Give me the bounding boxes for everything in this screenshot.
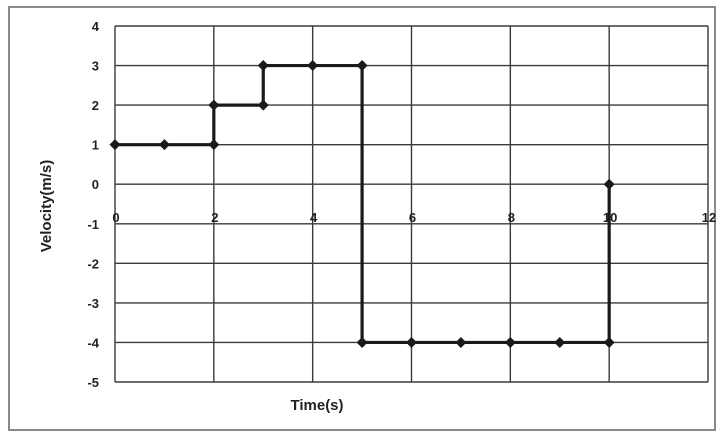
data-point xyxy=(208,139,220,151)
x-tick-label: 2 xyxy=(211,210,218,225)
y-tick-label: 1 xyxy=(92,138,99,153)
y-tick-label: -3 xyxy=(87,296,99,311)
data-point xyxy=(109,139,121,151)
y-tick-label: 0 xyxy=(92,177,99,192)
data-point xyxy=(406,336,417,348)
data-point xyxy=(257,99,269,111)
data-point xyxy=(504,336,516,348)
y-axis-title: Velocity(m/s) xyxy=(38,160,55,253)
series-line-layer xyxy=(115,63,611,345)
data-point-layer xyxy=(109,60,615,348)
chart-frame: 4 3 2 1 0 -1 -2 -3 -4 -5 0 2 4 6 8 10 12 Time(s) Velocit… xyxy=(8,6,716,431)
data-point xyxy=(356,60,368,72)
x-tick-label: 0 xyxy=(112,210,119,225)
y-tick-label: -4 xyxy=(87,335,99,350)
data-point xyxy=(554,336,566,348)
x-tick-label: 8 xyxy=(508,210,515,225)
data-point xyxy=(603,178,615,190)
data-point xyxy=(603,336,615,348)
x-tick-label: 12 xyxy=(702,210,716,225)
y-tick-label: -5 xyxy=(87,375,99,390)
x-tick-label: 6 xyxy=(409,210,416,225)
y-tick-label: 2 xyxy=(92,98,99,113)
data-point xyxy=(257,60,269,72)
grid-lines xyxy=(114,25,709,383)
data-point xyxy=(455,336,467,348)
x-tick-label: 4 xyxy=(310,210,318,225)
y-tick-label: 4 xyxy=(92,19,100,34)
data-point xyxy=(158,139,170,151)
x-axis-title: Time(s) xyxy=(290,397,343,414)
y-tick-label: 3 xyxy=(92,59,99,74)
data-point xyxy=(307,60,319,72)
y-tick-label: -2 xyxy=(87,256,99,271)
series-line xyxy=(115,63,611,345)
y-tick-label: -1 xyxy=(87,217,99,232)
data-point xyxy=(208,99,220,111)
x-tick-label: 10 xyxy=(603,210,617,225)
data-point xyxy=(356,336,368,348)
